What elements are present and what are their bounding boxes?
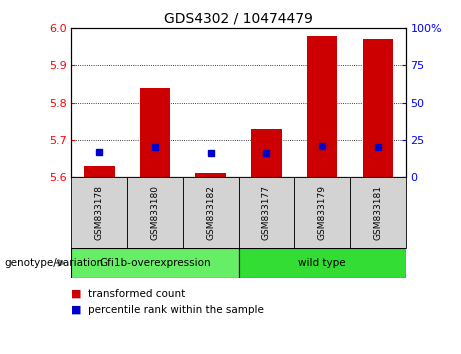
Bar (71, 177, 127, 248)
Bar (71, 248, 239, 278)
Text: ■: ■ (71, 289, 82, 299)
Bar (140, 88, 170, 177)
Text: GSM833178: GSM833178 (95, 185, 104, 240)
Bar (183, 177, 238, 248)
Text: GSM833177: GSM833177 (262, 185, 271, 240)
Title: GDS4302 / 10474479: GDS4302 / 10474479 (164, 12, 313, 26)
Bar (294, 177, 350, 248)
Text: GSM833179: GSM833179 (318, 185, 327, 240)
Text: Gfi1b-overexpression: Gfi1b-overexpression (99, 258, 211, 268)
Text: ■: ■ (71, 305, 82, 315)
Bar (238, 248, 406, 278)
Text: transformed count: transformed count (88, 289, 185, 299)
Bar (195, 173, 226, 177)
Bar (84, 166, 115, 177)
Bar (238, 177, 294, 248)
Text: GSM833181: GSM833181 (373, 185, 382, 240)
Bar (251, 129, 282, 177)
Bar (127, 177, 183, 248)
Text: genotype/variation: genotype/variation (5, 258, 104, 268)
Text: GSM833182: GSM833182 (206, 185, 215, 240)
Bar (307, 36, 337, 177)
Bar (362, 40, 393, 177)
Text: GSM833180: GSM833180 (150, 185, 160, 240)
Bar (350, 177, 406, 248)
Text: wild type: wild type (298, 258, 346, 268)
Text: percentile rank within the sample: percentile rank within the sample (88, 305, 264, 315)
